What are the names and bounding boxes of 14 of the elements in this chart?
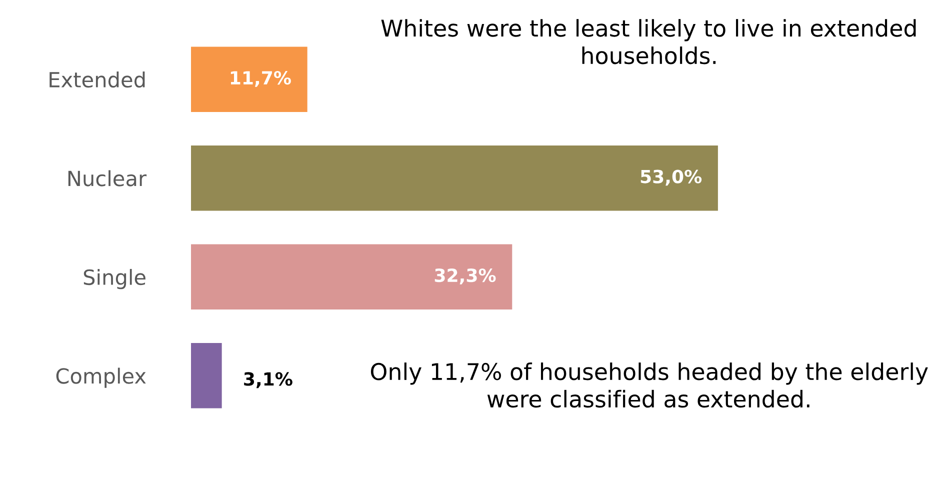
bar <box>191 46 308 112</box>
bar <box>191 343 222 408</box>
bar <box>191 244 512 310</box>
data-label: 32,3% <box>434 268 496 284</box>
data-label: 3,1% <box>244 372 292 388</box>
y-tick-label: Nuclear <box>68 170 147 186</box>
y-tick-label: Complex <box>56 368 146 388</box>
bar <box>191 146 718 211</box>
data-label: 11,7% <box>230 70 291 87</box>
y-tick-label: Single <box>84 268 146 290</box>
annotation: Whites were the least likely to live in extended households. <box>381 19 916 64</box>
annotation: Only 11,7% of households headed by the elderly were classified as extended. <box>370 362 928 408</box>
data-label: 53,0% <box>640 170 702 186</box>
y-tick-label: Extended <box>50 71 145 88</box>
